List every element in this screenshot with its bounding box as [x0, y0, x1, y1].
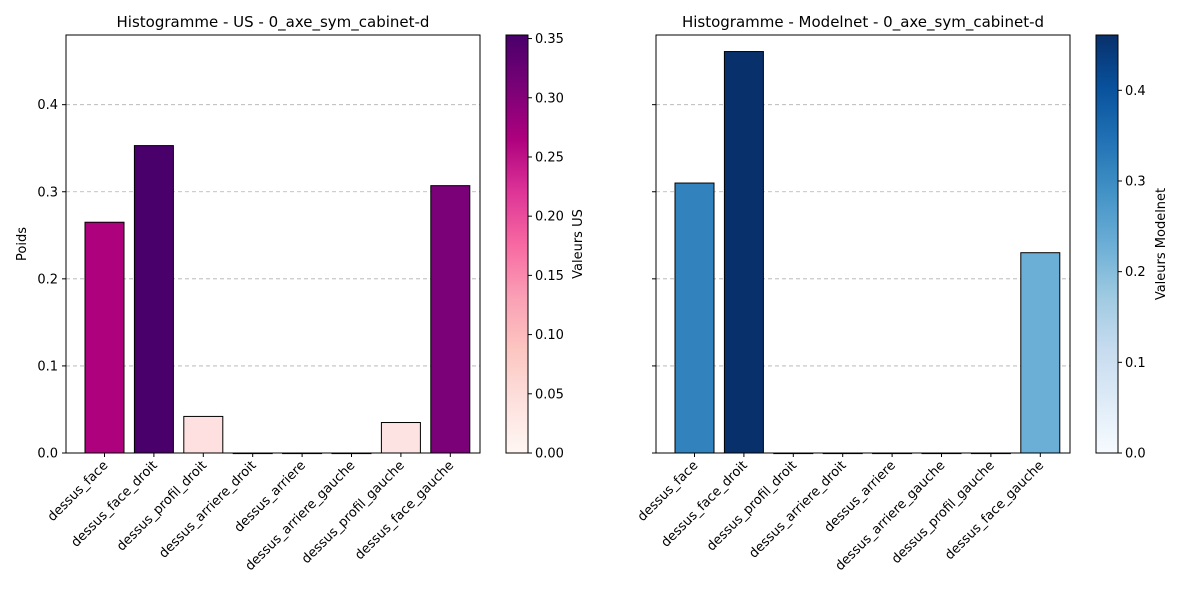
colorbar-label: Valeurs Modelnet	[1154, 188, 1169, 300]
x-tick-label: dessus_face_gauche	[352, 458, 457, 563]
bar-dessus_face	[85, 222, 124, 453]
x-tick-label: dessus_arriere_droit	[156, 458, 259, 561]
bar-dessus_face_gauche	[1021, 253, 1060, 453]
y-tick-label: 0.4	[37, 98, 58, 113]
colorbar-tick-label: 0.2	[1125, 265, 1146, 280]
colorbar-tick-label: 0.0	[1125, 447, 1146, 462]
y-axis-label: Poids	[15, 227, 30, 261]
y-tick-label: 0.1	[37, 359, 58, 374]
bar-dessus_profil_droit	[184, 416, 223, 453]
colorbar-tick-label: 0.15	[535, 269, 564, 284]
chart-panel-2: Histogramme - Modelnet - 0_axe_sym_cabin…	[635, 13, 1169, 574]
x-tick-label: dessus_profil_droit	[704, 458, 800, 554]
colorbar	[506, 35, 528, 453]
bar-dessus_profil_gauche	[381, 423, 420, 453]
axes-frame	[656, 35, 1070, 453]
x-tick-label: dessus_arriere_droit	[746, 458, 849, 561]
colorbar-tick-label: 0.10	[535, 328, 564, 343]
bar-dessus_face	[675, 183, 714, 453]
chart-title: Histogramme - Modelnet - 0_axe_sym_cabin…	[682, 13, 1044, 32]
x-tick-label: dessus_face_droit	[658, 458, 750, 550]
x-tick-label: dessus_profil_droit	[114, 458, 210, 554]
colorbar-tick-label: 0.00	[535, 447, 564, 462]
colorbar-tick-label: 0.1	[1125, 356, 1146, 371]
x-tick-label: dessus_face_gauche	[942, 458, 1047, 563]
colorbar-tick-label: 0.05	[535, 387, 564, 402]
colorbar-tick-label: 0.30	[535, 91, 564, 106]
chart-panel-1: Histogramme - US - 0_axe_sym_cabinet-d 0.…	[15, 13, 586, 574]
y-tick-label: 0.0	[37, 447, 58, 462]
colorbar-tick-label: 0.25	[535, 150, 564, 165]
bar-dessus_face_gauche	[431, 186, 470, 453]
y-tick-label: 0.3	[37, 185, 58, 200]
x-tick-label: dessus_face_droit	[68, 458, 160, 550]
bar-dessus_face_droit	[134, 146, 173, 453]
bar-dessus_face_droit	[724, 52, 763, 453]
colorbar-tick-label: 0.4	[1125, 84, 1146, 99]
colorbar-tick-label: 0.20	[535, 210, 564, 225]
colorbar-label: Valeurs US	[571, 209, 586, 279]
colorbar-tick-label: 0.35	[535, 32, 564, 47]
chart-title: Histogramme - US - 0_axe_sym_cabinet-d	[117, 13, 430, 32]
y-tick-label: 0.2	[37, 272, 58, 287]
colorbar-tick-label: 0.3	[1125, 174, 1146, 189]
colorbar	[1096, 35, 1118, 453]
axes-frame	[66, 35, 480, 453]
